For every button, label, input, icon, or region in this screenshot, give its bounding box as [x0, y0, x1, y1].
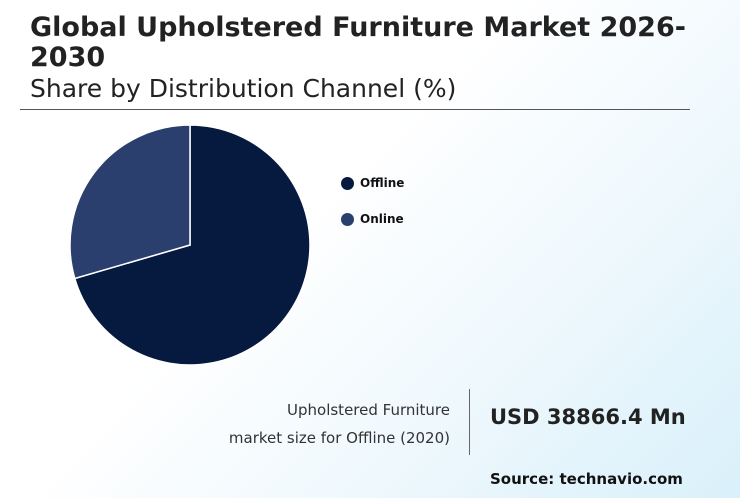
legend-item-online: Online — [341, 210, 404, 228]
legend-label: Offline — [360, 176, 405, 190]
chart-title: Global Upholstered Furniture Market 2026… — [30, 12, 686, 73]
legend-item-offline: Offline — [341, 174, 404, 192]
legend-label: Online — [360, 212, 404, 226]
market-size-label-line2: market size for Offline (2020) — [228, 429, 450, 447]
market-size-label: Upholstered Furniture market size for Of… — [180, 396, 450, 452]
chart-legend: Offline Online — [341, 174, 404, 246]
legend-swatch — [341, 176, 354, 190]
pie-slice-online — [69, 124, 191, 280]
market-size-label-line1: Upholstered Furniture — [287, 401, 450, 419]
source-credit: Source: technavio.com — [490, 470, 683, 488]
market-size-value: USD 38866.4 Mn — [490, 405, 686, 429]
title-divider — [20, 109, 690, 110]
chart-subtitle: Share by Distribution Channel (%) — [30, 74, 457, 103]
pie-chart — [69, 124, 311, 366]
pie-slice-offline — [73, 124, 311, 366]
legend-swatch — [341, 212, 354, 226]
stat-divider — [469, 389, 470, 455]
